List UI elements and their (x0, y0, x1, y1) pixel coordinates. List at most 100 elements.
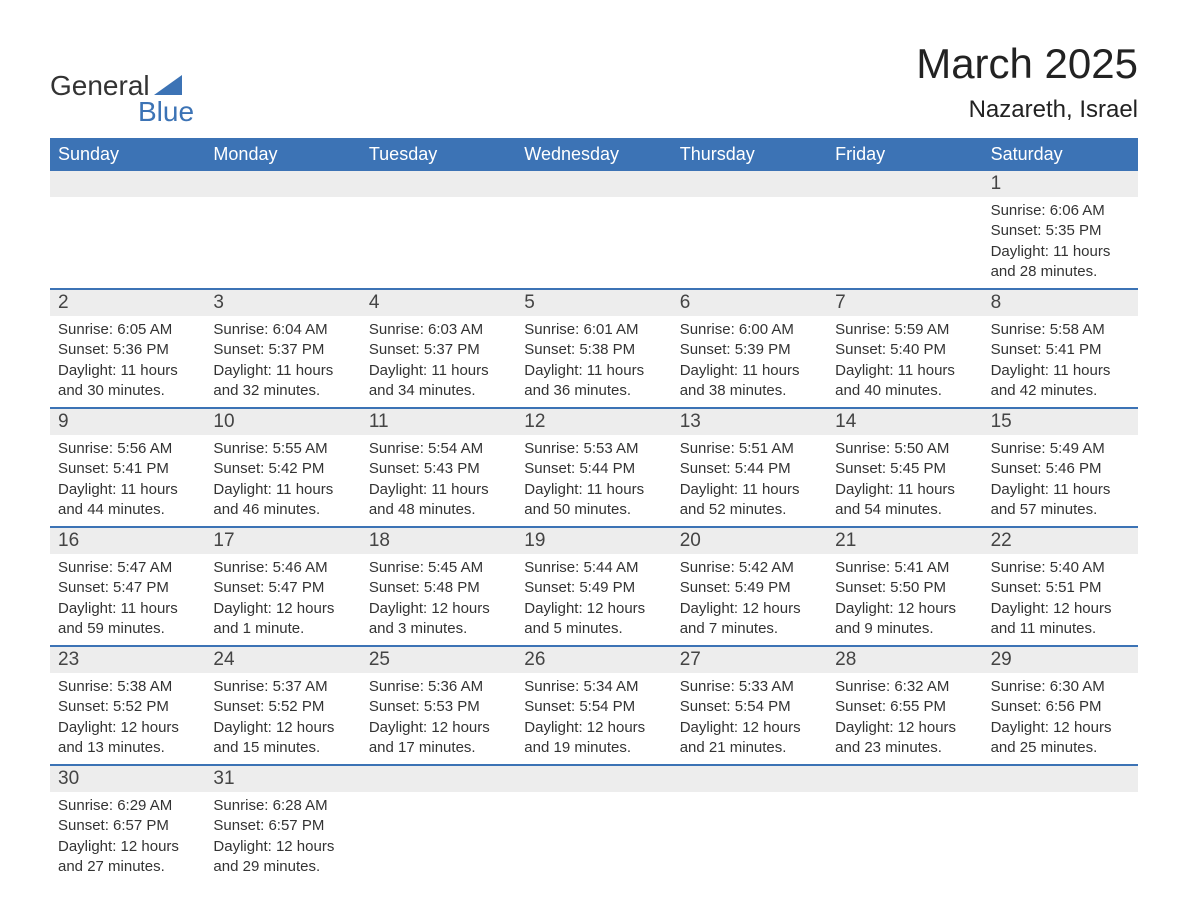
calendar-cell (983, 766, 1138, 883)
calendar-cell: 20Sunrise: 5:42 AMSunset: 5:49 PMDayligh… (672, 528, 827, 645)
day-details (827, 197, 982, 217)
day-number: 18 (361, 528, 516, 554)
day-details: Sunrise: 6:00 AMSunset: 5:39 PMDaylight:… (672, 316, 827, 407)
day-number (827, 171, 982, 197)
calendar-body: 1Sunrise: 6:06 AMSunset: 5:35 PMDaylight… (50, 171, 1138, 883)
calendar-cell: 27Sunrise: 5:33 AMSunset: 5:54 PMDayligh… (672, 647, 827, 764)
day-daylight1: Daylight: 12 hours (680, 599, 819, 619)
day-sunset: Sunset: 5:47 PM (213, 578, 352, 598)
day-header: Friday (827, 138, 982, 171)
day-daylight2: and 32 minutes. (213, 381, 352, 401)
calendar-week: 1Sunrise: 6:06 AMSunset: 5:35 PMDaylight… (50, 171, 1138, 290)
day-details: Sunrise: 5:56 AMSunset: 5:41 PMDaylight:… (50, 435, 205, 526)
day-sunrise: Sunrise: 6:30 AM (991, 677, 1130, 697)
calendar-cell: 18Sunrise: 5:45 AMSunset: 5:48 PMDayligh… (361, 528, 516, 645)
calendar-cell: 3Sunrise: 6:04 AMSunset: 5:37 PMDaylight… (205, 290, 360, 407)
calendar-cell: 7Sunrise: 5:59 AMSunset: 5:40 PMDaylight… (827, 290, 982, 407)
day-number: 10 (205, 409, 360, 435)
day-daylight2: and 1 minute. (213, 619, 352, 639)
day-sunrise: Sunrise: 5:33 AM (680, 677, 819, 697)
calendar-cell: 19Sunrise: 5:44 AMSunset: 5:49 PMDayligh… (516, 528, 671, 645)
day-sunset: Sunset: 5:44 PM (524, 459, 663, 479)
day-sunrise: Sunrise: 6:32 AM (835, 677, 974, 697)
calendar-cell: 14Sunrise: 5:50 AMSunset: 5:45 PMDayligh… (827, 409, 982, 526)
day-sunrise: Sunrise: 5:47 AM (58, 558, 197, 578)
calendar-cell: 17Sunrise: 5:46 AMSunset: 5:47 PMDayligh… (205, 528, 360, 645)
day-daylight1: Daylight: 11 hours (680, 361, 819, 381)
day-daylight1: Daylight: 12 hours (680, 718, 819, 738)
day-details: Sunrise: 5:59 AMSunset: 5:40 PMDaylight:… (827, 316, 982, 407)
day-header: Wednesday (516, 138, 671, 171)
day-sunset: Sunset: 5:44 PM (680, 459, 819, 479)
day-sunrise: Sunrise: 6:28 AM (213, 796, 352, 816)
day-daylight2: and 57 minutes. (991, 500, 1130, 520)
day-daylight1: Daylight: 11 hours (991, 361, 1130, 381)
day-header: Tuesday (361, 138, 516, 171)
day-sunset: Sunset: 5:54 PM (524, 697, 663, 717)
day-daylight1: Daylight: 12 hours (213, 599, 352, 619)
day-details: Sunrise: 5:40 AMSunset: 5:51 PMDaylight:… (983, 554, 1138, 645)
day-number: 2 (50, 290, 205, 316)
day-daylight1: Daylight: 12 hours (835, 718, 974, 738)
day-number: 5 (516, 290, 671, 316)
calendar-cell: 10Sunrise: 5:55 AMSunset: 5:42 PMDayligh… (205, 409, 360, 526)
day-details (361, 792, 516, 812)
calendar-cell: 11Sunrise: 5:54 AMSunset: 5:43 PMDayligh… (361, 409, 516, 526)
day-sunset: Sunset: 5:45 PM (835, 459, 974, 479)
day-sunrise: Sunrise: 5:54 AM (369, 439, 508, 459)
day-number: 28 (827, 647, 982, 673)
calendar-cell (361, 766, 516, 883)
day-sunrise: Sunrise: 5:58 AM (991, 320, 1130, 340)
day-details: Sunrise: 6:29 AMSunset: 6:57 PMDaylight:… (50, 792, 205, 883)
day-number: 16 (50, 528, 205, 554)
day-number: 25 (361, 647, 516, 673)
day-header: Saturday (983, 138, 1138, 171)
day-daylight1: Daylight: 12 hours (213, 837, 352, 857)
day-details: Sunrise: 6:28 AMSunset: 6:57 PMDaylight:… (205, 792, 360, 883)
day-sunset: Sunset: 6:57 PM (213, 816, 352, 836)
title-block: March 2025 Nazareth, Israel (916, 40, 1138, 124)
day-details (516, 197, 671, 217)
day-sunset: Sunset: 5:49 PM (524, 578, 663, 598)
day-daylight1: Daylight: 12 hours (369, 718, 508, 738)
calendar-week: 30Sunrise: 6:29 AMSunset: 6:57 PMDayligh… (50, 766, 1138, 883)
calendar-cell: 16Sunrise: 5:47 AMSunset: 5:47 PMDayligh… (50, 528, 205, 645)
day-details: Sunrise: 5:36 AMSunset: 5:53 PMDaylight:… (361, 673, 516, 764)
day-details (672, 197, 827, 217)
calendar-cell (50, 171, 205, 288)
calendar-week: 9Sunrise: 5:56 AMSunset: 5:41 PMDaylight… (50, 409, 1138, 528)
day-number: 13 (672, 409, 827, 435)
day-details: Sunrise: 5:49 AMSunset: 5:46 PMDaylight:… (983, 435, 1138, 526)
day-sunset: Sunset: 5:39 PM (680, 340, 819, 360)
day-sunrise: Sunrise: 5:38 AM (58, 677, 197, 697)
calendar-cell: 9Sunrise: 5:56 AMSunset: 5:41 PMDaylight… (50, 409, 205, 526)
day-daylight2: and 29 minutes. (213, 857, 352, 877)
calendar-cell (361, 171, 516, 288)
day-details: Sunrise: 5:53 AMSunset: 5:44 PMDaylight:… (516, 435, 671, 526)
day-number: 3 (205, 290, 360, 316)
calendar-cell: 6Sunrise: 6:00 AMSunset: 5:39 PMDaylight… (672, 290, 827, 407)
day-sunrise: Sunrise: 5:44 AM (524, 558, 663, 578)
calendar-cell: 8Sunrise: 5:58 AMSunset: 5:41 PMDaylight… (983, 290, 1138, 407)
calendar-header-row: SundayMondayTuesdayWednesdayThursdayFrid… (50, 138, 1138, 171)
day-header: Thursday (672, 138, 827, 171)
calendar-cell (672, 766, 827, 883)
day-sunset: Sunset: 5:37 PM (369, 340, 508, 360)
day-daylight2: and 54 minutes. (835, 500, 974, 520)
calendar-week: 23Sunrise: 5:38 AMSunset: 5:52 PMDayligh… (50, 647, 1138, 766)
calendar-cell (827, 766, 982, 883)
day-sunset: Sunset: 5:47 PM (58, 578, 197, 598)
day-details: Sunrise: 5:34 AMSunset: 5:54 PMDaylight:… (516, 673, 671, 764)
calendar-cell (205, 171, 360, 288)
day-details: Sunrise: 5:33 AMSunset: 5:54 PMDaylight:… (672, 673, 827, 764)
day-number: 1 (983, 171, 1138, 197)
day-daylight2: and 19 minutes. (524, 738, 663, 758)
calendar: SundayMondayTuesdayWednesdayThursdayFrid… (50, 138, 1138, 883)
day-sunrise: Sunrise: 5:59 AM (835, 320, 974, 340)
day-details: Sunrise: 5:55 AMSunset: 5:42 PMDaylight:… (205, 435, 360, 526)
day-sunset: Sunset: 5:38 PM (524, 340, 663, 360)
day-number: 14 (827, 409, 982, 435)
day-daylight2: and 25 minutes. (991, 738, 1130, 758)
day-details: Sunrise: 5:44 AMSunset: 5:49 PMDaylight:… (516, 554, 671, 645)
day-number: 26 (516, 647, 671, 673)
